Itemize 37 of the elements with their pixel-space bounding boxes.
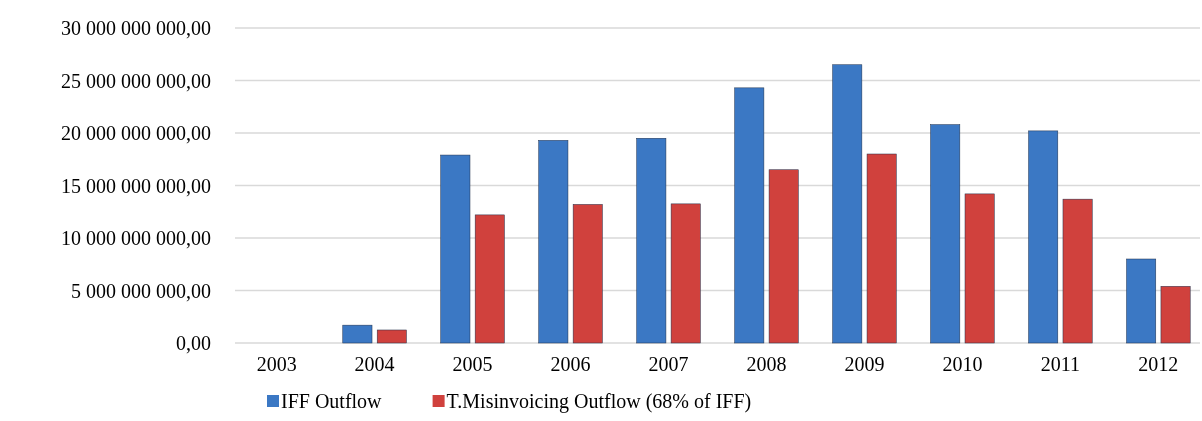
y-tick-label: 30 000 000 000,00 (61, 17, 211, 39)
bar (832, 64, 863, 344)
x-tick-label: 2012 (1138, 353, 1179, 375)
x-tick-label: 2005 (452, 353, 493, 375)
y-tick-label: 15 000 000 000,00 (61, 174, 211, 197)
legend-label: T.Misinvoicing Outflow (68% of IFF) (446, 390, 752, 413)
x-tick-label: 2006 (550, 353, 591, 375)
bar (768, 169, 799, 344)
x-tick-label: 2008 (746, 353, 787, 375)
y-tick-label: 25 000 000 000,00 (61, 69, 211, 92)
bar (474, 214, 505, 344)
bar (1062, 198, 1093, 344)
x-tick-label: 2011 (1040, 353, 1081, 375)
bar (342, 324, 373, 344)
y-tick-label: 10 000 000 000,00 (61, 227, 211, 249)
bar (964, 193, 995, 344)
bar (1160, 286, 1191, 344)
bar (538, 140, 569, 344)
x-tick-label: 2009 (844, 353, 885, 375)
bar (376, 329, 407, 344)
bar (1126, 258, 1157, 344)
bar (866, 153, 897, 344)
bar (734, 87, 765, 344)
y-tick-label: 0,00 (176, 332, 211, 354)
bar (572, 204, 603, 344)
bar (636, 138, 667, 344)
bar (930, 124, 961, 344)
x-tick-label: 2010 (942, 353, 983, 375)
y-tick-label: 20 000 000 000,00 (61, 122, 211, 144)
bar (670, 203, 701, 344)
bar (1028, 130, 1059, 344)
x-tick-label: 2004 (354, 353, 395, 375)
x-tick-label: 2007 (648, 353, 689, 375)
x-tick-label: 2003 (256, 353, 297, 375)
y-tick-label: 5 000 000 000,00 (71, 279, 211, 302)
legend-label: IFF Outflow (281, 390, 383, 412)
bar (440, 154, 471, 344)
